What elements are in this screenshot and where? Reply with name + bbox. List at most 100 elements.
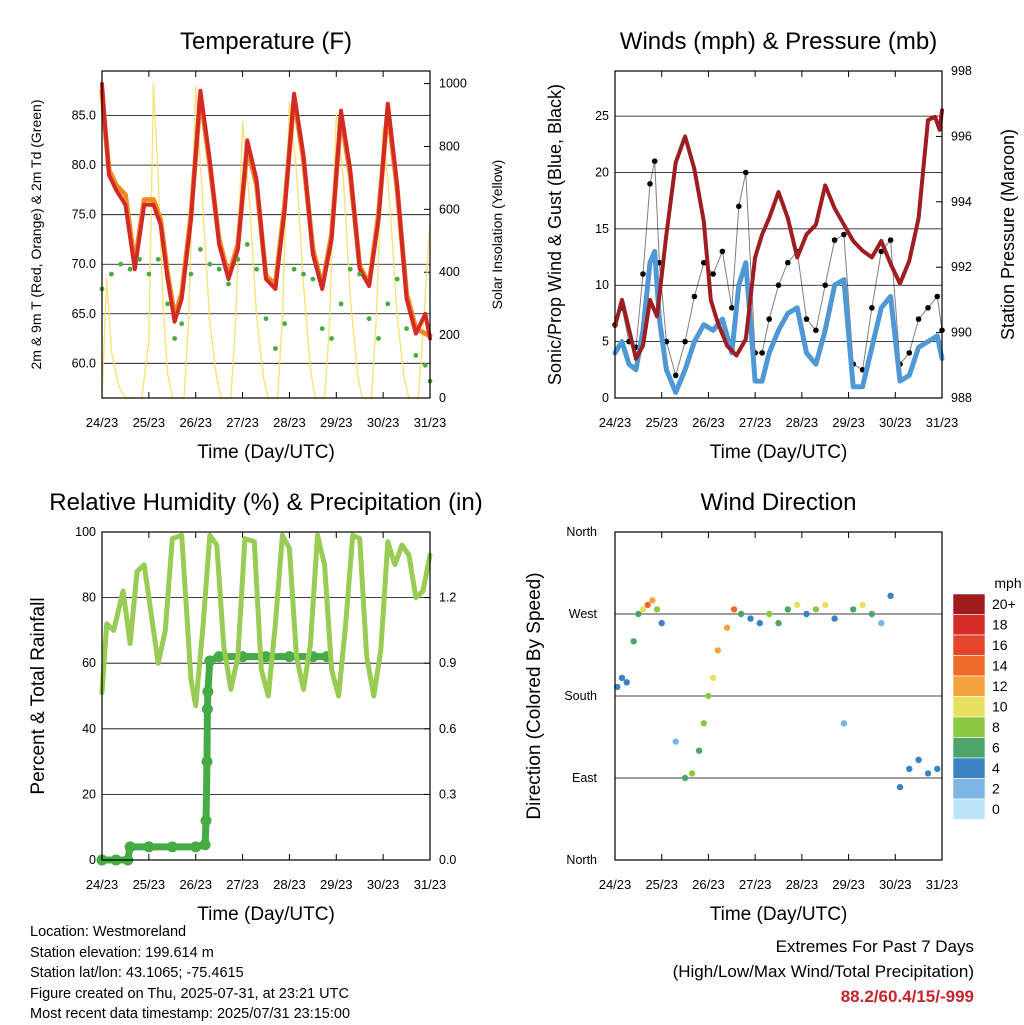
extremes-subtitle: (High/Low/Max Wind/Total Precipitation) (672, 962, 974, 981)
dewpoint-point (155, 256, 161, 262)
direction-point (730, 606, 738, 613)
gust-point (775, 282, 782, 289)
colorbar-label: 20+ (992, 596, 1016, 612)
direction-point (794, 601, 801, 609)
gust-point (710, 271, 716, 277)
latlon-text: Station lat/lon: 43.1065; -75.4615 (30, 965, 244, 981)
direction-point (784, 606, 791, 613)
y-tick-label: 65.0 (72, 307, 96, 321)
direction-point (850, 606, 857, 613)
direction-point (840, 720, 848, 727)
gust-point (813, 327, 819, 334)
x-tick-label: 25/23 (645, 415, 678, 430)
x-tick-label: 26/23 (692, 415, 725, 430)
dewpoint-point (216, 266, 222, 272)
gust-point (736, 203, 742, 210)
direction-point (747, 615, 754, 622)
direction-point (649, 597, 656, 604)
direction-point (705, 692, 712, 700)
dewpoint-point (404, 326, 409, 331)
dewpoint-point (301, 271, 306, 277)
direction-point (868, 610, 876, 618)
colorbar-title: mph (994, 575, 1021, 591)
gust-point (831, 237, 838, 243)
direction-point (695, 747, 703, 754)
chart-title: Temperature (F) (180, 28, 352, 55)
colorbar-swatch (952, 798, 986, 820)
dewpoint-point (198, 247, 203, 252)
direction-point (635, 610, 642, 618)
rainfall-line (98, 653, 331, 864)
gust-point (682, 338, 688, 345)
x-tick-label: 30/23 (367, 877, 400, 892)
station-info: Location: Westmoreland Station elevation… (30, 922, 350, 1025)
y2-tick-label: 1.2 (439, 591, 456, 605)
y-axis-label: Percent & Total Rainfall (28, 597, 49, 794)
colorbar-label: 10 (992, 699, 1008, 715)
colorbar-label: 12 (992, 678, 1008, 694)
colorbar-label: 8 (992, 719, 1000, 735)
colorbar-label: 4 (992, 760, 1000, 776)
direction-point (709, 674, 717, 681)
rainfall-point (190, 841, 202, 853)
colorbar-swatch (952, 778, 986, 800)
chart-title: Relative Humidity (%) & Precipitation (i… (49, 489, 482, 516)
gust-point (822, 282, 828, 289)
y-tick-label: 60 (82, 656, 96, 670)
y-tick-label: 85.0 (72, 109, 96, 123)
gust-point (701, 259, 707, 266)
dewpoint-point (394, 276, 400, 282)
y-tick-label: 70.0 (72, 257, 96, 271)
plot-border (101, 531, 431, 861)
y-tick-label: North (566, 853, 597, 867)
x-tick-label: 25/23 (133, 415, 166, 430)
x-tick-label: 27/23 (226, 877, 259, 892)
direction-point (644, 601, 651, 609)
dewpoint-point (207, 261, 213, 267)
dewpoint-point (263, 316, 269, 322)
dewpoint-point (319, 326, 325, 331)
gust-point (906, 350, 913, 356)
gust-point (869, 305, 875, 311)
plot-border (614, 70, 943, 399)
gust-point (651, 158, 658, 164)
colorbar-swatch (952, 593, 986, 615)
y-tick-label: 40 (82, 722, 96, 736)
colorbar-label: 16 (992, 637, 1008, 653)
x-tick-label: 31/23 (414, 415, 447, 430)
x-tick-label: 27/23 (739, 877, 772, 892)
direction-point (822, 601, 829, 609)
x-tick-label: 24/23 (599, 877, 632, 892)
extremes-values: 88.2/60.4/15/-999 (840, 987, 974, 1006)
y-axis-label: Direction (Colored By Speed) (524, 572, 545, 819)
y2-tick-label: 0.9 (439, 656, 456, 670)
rainfall-point (283, 651, 295, 663)
x-tick-label: 29/23 (832, 877, 865, 892)
rainfall-point (143, 841, 155, 853)
direction-point (723, 624, 731, 631)
dewpoint-point (226, 281, 231, 287)
gust-point (841, 231, 847, 238)
y2-tick-label: 996 (951, 129, 972, 143)
x-axis-label: Time (Day/UTC) (710, 904, 848, 925)
x-tick-label: 27/23 (739, 415, 772, 430)
recent-text: Most recent data timestamp: 2025/07/31 2… (30, 1006, 351, 1022)
y-tick-label: West (569, 607, 598, 621)
direction-point (756, 619, 763, 627)
y2-tick-label: 988 (951, 391, 972, 405)
y2-tick-label: 992 (951, 260, 972, 274)
dewpoint-point (127, 266, 133, 272)
rainfall-point (166, 841, 178, 853)
x-tick-label: 31/23 (414, 877, 447, 892)
direction-point (934, 765, 941, 773)
y2-tick-label: 600 (439, 202, 460, 216)
rainfall-point (202, 686, 214, 698)
x-tick-label: 29/23 (320, 877, 353, 892)
y-tick-label: 80.0 (72, 158, 96, 172)
y2-tick-label: 994 (951, 195, 972, 209)
humidity-line (99, 532, 433, 709)
x-tick-label: 28/23 (273, 877, 306, 892)
dewpoint-point (347, 266, 353, 272)
dewpoint-point (329, 336, 334, 341)
